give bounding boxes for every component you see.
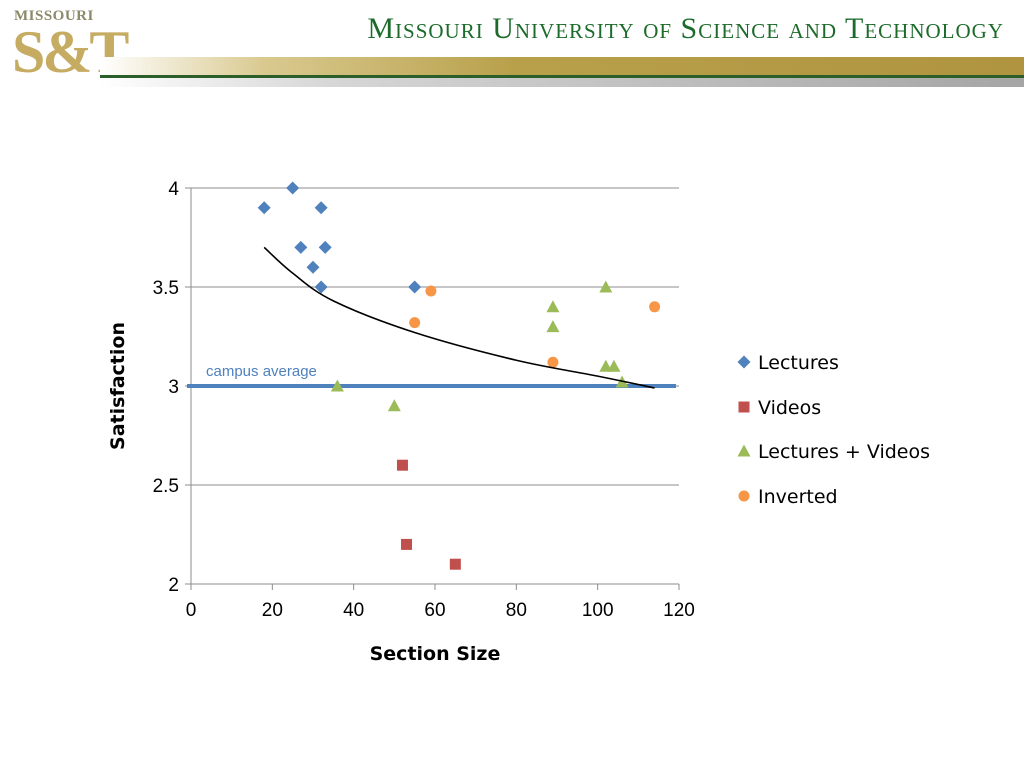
legend-label: Videos (758, 397, 821, 419)
x-tick-label: 20 (262, 600, 283, 621)
data-point-inverted (547, 356, 559, 368)
x-tick-label: 40 (343, 600, 364, 621)
data-point-lectures (314, 201, 328, 215)
data-point-videos (396, 459, 408, 471)
data-point-lectures-videos (546, 320, 560, 333)
data-point-lectures-videos (546, 300, 560, 313)
trendline (263, 246, 655, 389)
data-point-lectures (318, 240, 332, 254)
legend-marker (738, 401, 750, 413)
data-point-lectures (408, 280, 422, 294)
data-point-lectures (306, 260, 320, 274)
data-point-inverted (409, 317, 421, 329)
data-point-inverted (425, 285, 437, 297)
legend-label: Lectures + Videos (758, 441, 930, 463)
data-point-lectures (286, 181, 300, 195)
y-tick-label: 2 (168, 575, 179, 596)
y-tick-label: 3 (168, 377, 179, 398)
legend-label: Inverted (758, 486, 838, 508)
university-title: Missouri University of Science and Techn… (367, 12, 1004, 45)
data-point-lectures-videos (599, 280, 613, 293)
y-tick-label: 2.5 (153, 476, 179, 497)
legend-marker (737, 355, 751, 369)
data-point-lectures-videos (607, 359, 621, 372)
data-point-lectures (294, 240, 308, 254)
header-green-rule (100, 75, 1024, 78)
y-tick-label: 4 (168, 179, 179, 200)
x-tick-label: 0 (186, 600, 197, 621)
data-point-lectures (257, 201, 271, 215)
legend-label: Lectures (758, 352, 839, 374)
data-point-lectures-videos (330, 379, 344, 392)
y-tick-label: 3.5 (153, 278, 179, 299)
slide-header: MISSOURI S&T Missouri University of Scie… (0, 0, 1024, 92)
campus-average-label: campus average (206, 363, 317, 380)
data-point-videos (401, 538, 413, 550)
y-axis-title: Satisfaction (107, 322, 129, 450)
legend-marker (737, 444, 751, 457)
x-tick-label: 80 (506, 600, 527, 621)
x-tick-label: 120 (663, 600, 695, 621)
data-point-lectures (314, 280, 328, 294)
legend-marker (738, 490, 750, 502)
data-point-videos (449, 558, 461, 570)
x-axis-title: Section Size (370, 643, 501, 665)
data-point-lectures-videos (599, 359, 613, 372)
data-point-inverted (649, 301, 661, 313)
header-gray-band (100, 78, 1024, 87)
logo-top-text: MISSOURI (14, 8, 94, 24)
data-point-lectures-videos (387, 399, 401, 412)
header-gold-band (100, 57, 1024, 75)
x-tick-label: 60 (424, 600, 445, 621)
x-tick-label: 100 (582, 600, 614, 621)
